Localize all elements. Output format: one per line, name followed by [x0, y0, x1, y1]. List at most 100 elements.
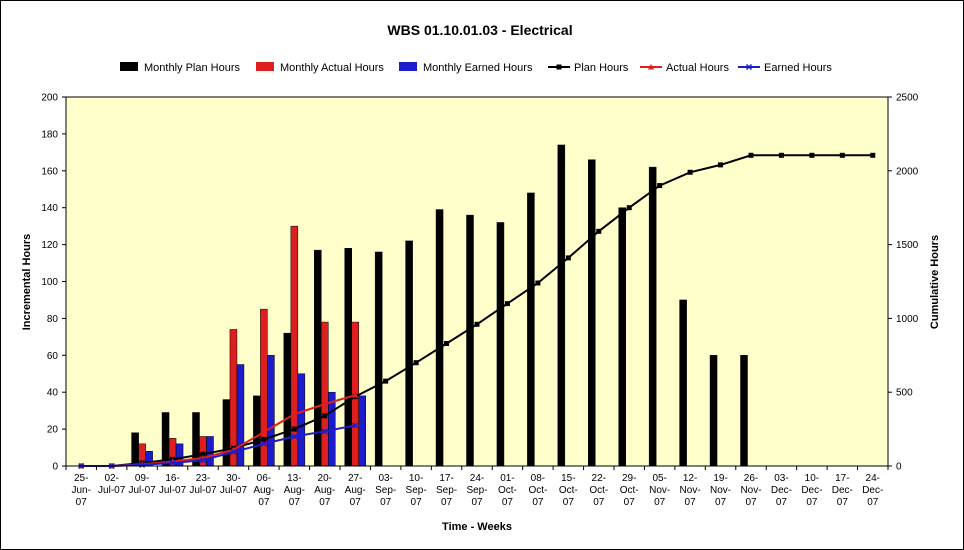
x-tick-label: 05-Nov-07 [649, 473, 670, 508]
point-actual-hours [291, 411, 298, 417]
point-actual-hours [352, 392, 359, 398]
point-earned-hours [199, 457, 207, 464]
bar-monthly-plan-hours [588, 159, 596, 467]
point-earned-hours [169, 460, 176, 467]
x-tick-label: 24-Dec-07 [862, 473, 883, 508]
y2-tick-label: 500 [896, 388, 913, 399]
bar-monthly-plan-hours [344, 248, 352, 467]
point-plan-hours [535, 280, 541, 286]
point-plan-hours [444, 340, 450, 346]
legend-label-monthly-actual-hours: Monthly Actual Hours [280, 62, 384, 74]
y2-tick-label: 2500 [896, 93, 919, 104]
x-tick-label: 19-Nov-07 [710, 473, 731, 508]
x-tick-label: 09-Jul-07 [128, 473, 156, 496]
bar-monthly-plan-hours [679, 299, 687, 467]
y-axis-title: Incremental Hours [21, 234, 33, 331]
legend-swatch-monthly-actual-hours [256, 62, 274, 71]
bars [131, 144, 748, 467]
bar-monthly-earned-hours [206, 436, 214, 467]
point-earned-hours [321, 428, 328, 435]
x-tick-label: 16-Jul-07 [159, 473, 187, 496]
point-plan-hours [870, 152, 876, 158]
x-tick-label: 26-Nov-07 [740, 473, 761, 508]
legend-marker-actual-hours [648, 64, 654, 70]
bar-monthly-actual-hours [229, 329, 238, 467]
bar-monthly-plan-hours [527, 192, 535, 467]
point-plan-hours [687, 169, 693, 175]
legend-label-earned-hours: Earned Hours [764, 62, 832, 74]
y-tick-label: 20 [47, 425, 59, 436]
point-plan-hours [778, 152, 784, 158]
point-plan-hours [291, 426, 297, 432]
x-tick-label: 02-Jul-07 [98, 473, 126, 496]
bar-monthly-plan-hours [435, 209, 444, 467]
point-actual-hours [321, 401, 328, 407]
x-tick-label: 17-Dec-07 [832, 473, 853, 508]
x-tick-label: 27-Aug-07 [345, 473, 366, 508]
x-tick-label: 03-Dec-07 [771, 473, 792, 508]
y-tick-label: 140 [41, 203, 58, 214]
point-plan-hours [596, 228, 602, 234]
bar-monthly-plan-hours [618, 207, 626, 467]
legend: Monthly Plan Hours Monthly Actual Hours Mo… [120, 62, 832, 74]
point-earned-hours [352, 422, 359, 429]
legend-marker-earned-hours [745, 63, 753, 71]
point-plan-hours [748, 152, 754, 158]
x-tick-label: 08-Oct-07 [528, 473, 547, 508]
x-tick-label: 10-Dec-07 [801, 473, 822, 508]
legend-marker-plan-hours [556, 64, 562, 70]
point-plan-hours [474, 321, 480, 327]
legend-swatch-monthly-earned-hours [399, 62, 417, 71]
legend-swatch-monthly-plan-hours [120, 62, 138, 71]
y-tick-label: 0 [52, 462, 58, 473]
line-earned-hours [81, 424, 356, 467]
point-actual-hours [260, 429, 267, 435]
bar-monthly-earned-hours [267, 355, 275, 467]
point-plan-hours [839, 152, 845, 158]
bar-monthly-actual-hours [321, 321, 329, 467]
axes: 0204060801001201401601802000500100015002… [41, 93, 918, 509]
point-earned-hours [291, 433, 298, 440]
y2-axis-title: Cumulative Hours [929, 235, 941, 329]
bar-monthly-plan-hours [648, 166, 657, 467]
plot-area [65, 96, 889, 467]
y-tick-label: 80 [47, 314, 59, 325]
point-plan-hours [261, 436, 267, 442]
bar-monthly-plan-hours [740, 355, 748, 467]
x-tick-label: 10-Sep-07 [406, 473, 427, 508]
y2-tick-label: 1500 [896, 240, 919, 251]
point-plan-hours [809, 152, 815, 158]
y-tick-label: 120 [41, 240, 58, 251]
point-plan-hours [504, 301, 510, 307]
y2-tick-label: 1000 [896, 314, 919, 325]
x-tick-label: 01-Oct-07 [498, 473, 517, 508]
bar-monthly-plan-hours [374, 251, 383, 467]
x-tick-label: 29-Oct-07 [620, 473, 639, 508]
bar-monthly-plan-hours [405, 240, 413, 467]
y2-tick-label: 0 [896, 462, 902, 473]
bar-monthly-plan-hours [222, 399, 231, 467]
point-earned-hours [230, 448, 237, 456]
y-tick-label: 200 [41, 93, 58, 104]
bar-monthly-plan-hours [466, 214, 474, 467]
x-tick-label: 12-Nov-07 [680, 473, 701, 508]
y-tick-label: 60 [47, 351, 59, 362]
point-plan-hours [718, 162, 724, 168]
bar-monthly-plan-hours [131, 432, 139, 467]
x-tick-label: 24-Sep-07 [466, 473, 487, 508]
legend-label-actual-hours: Actual Hours [666, 62, 729, 74]
point-earned-hours [260, 440, 267, 447]
bar-monthly-plan-hours [161, 412, 170, 467]
point-plan-hours [657, 183, 663, 189]
legend-label-monthly-earned-hours: Monthly Earned Hours [423, 62, 533, 74]
bar-monthly-plan-hours [496, 222, 505, 467]
x-tick-label: 22-Oct-07 [589, 473, 608, 508]
point-plan-hours [383, 378, 389, 384]
bar-monthly-earned-hours [297, 373, 306, 467]
x-tick-label: 17-Sep-07 [436, 473, 457, 508]
y-tick-label: 40 [47, 388, 59, 399]
legend-label-monthly-plan-hours: Monthly Plan Hours [144, 62, 240, 74]
bar-monthly-plan-hours [709, 355, 718, 467]
y-tick-label: 180 [41, 129, 58, 140]
